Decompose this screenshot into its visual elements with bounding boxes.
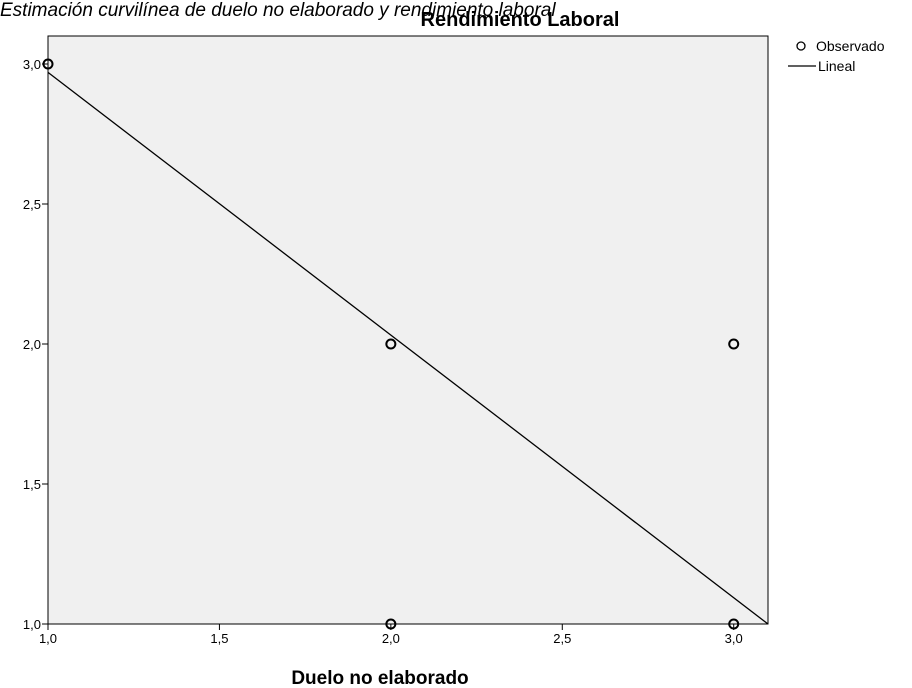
x-tick-label-3: 2,5 xyxy=(553,631,571,646)
x-tick-label-1: 1,5 xyxy=(210,631,228,646)
x-axis: 1,0 1,5 2,0 2,5 3,0 xyxy=(39,624,743,646)
data-point-1 xyxy=(385,338,397,350)
legend-observado-marker xyxy=(796,41,806,51)
y-tick-label-2: 2,0 xyxy=(23,337,41,352)
data-point-3 xyxy=(728,338,740,350)
x-tick-label-2: 2,0 xyxy=(382,631,400,646)
y-tick-label-0: 1,0 xyxy=(23,617,41,632)
y-tick-label-3: 2,5 xyxy=(23,197,41,212)
data-point-4 xyxy=(728,618,740,630)
fit-line xyxy=(47,71,769,625)
y-axis: 1,0 1,5 2,0 2,5 3,0 xyxy=(23,57,48,632)
chart-title: Rendimiento Laboral xyxy=(421,9,620,31)
data-point-0 xyxy=(42,58,54,70)
plot-area xyxy=(47,35,769,625)
y-tick-label-4: 3,0 xyxy=(23,57,41,72)
x-tick-label-4: 3,0 xyxy=(725,631,743,646)
legend-lineal-label: Lineal xyxy=(818,58,855,74)
figure-caption: Estimación curvilínea de duelo no elabor… xyxy=(0,0,556,21)
data-point-2 xyxy=(385,618,397,630)
legend: Observado Lineal xyxy=(788,38,885,74)
x-axis-label: Duelo no elaborado xyxy=(291,668,468,688)
x-tick-label-0: 1,0 xyxy=(39,631,57,646)
y-tick-label-1: 1,5 xyxy=(23,477,41,492)
series-lineal xyxy=(47,71,769,625)
legend-observado-label: Observado xyxy=(816,38,885,54)
series-observado xyxy=(42,58,740,630)
